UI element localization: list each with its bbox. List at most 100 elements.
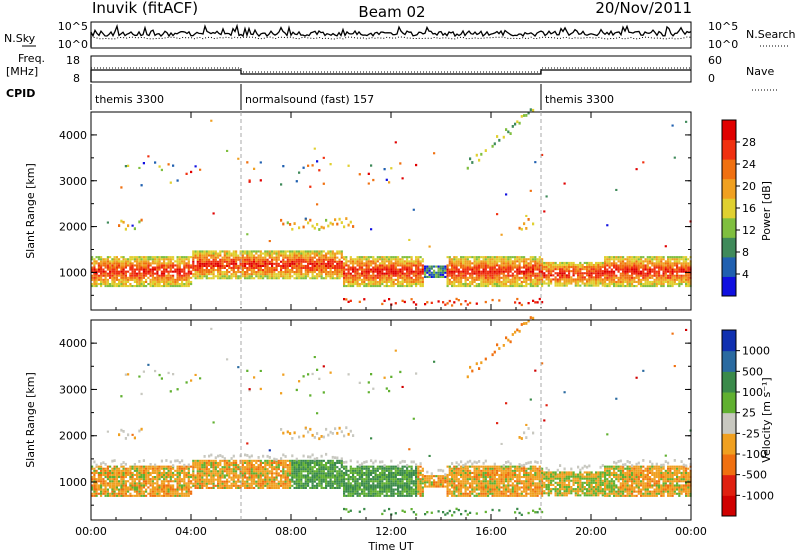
data-cell [123, 267, 125, 269]
data-cell [582, 268, 584, 270]
data-cell [357, 277, 359, 279]
data-cell [152, 489, 154, 491]
power-colorbar-label: Power [dB] [760, 181, 773, 241]
data-cell [233, 455, 235, 458]
data-cell [100, 264, 102, 266]
data-cell [525, 277, 527, 279]
data-cell [210, 277, 212, 279]
data-cell [100, 267, 102, 269]
data-cell [363, 279, 365, 281]
data-cell [120, 271, 122, 273]
data-cell [411, 271, 413, 273]
data-cell [123, 491, 125, 493]
data-cell [159, 262, 161, 264]
data-cell [492, 267, 494, 269]
data-cell [118, 472, 120, 474]
data-cell [622, 258, 624, 260]
data-cell [152, 273, 154, 275]
data-cell [411, 283, 413, 285]
data-cell [170, 478, 172, 480]
data-cell [318, 265, 320, 267]
data-cell [354, 281, 356, 283]
data-cell [222, 470, 224, 472]
data-cell [573, 278, 575, 280]
data-cell [136, 468, 138, 470]
data-cell [647, 264, 649, 266]
data-cell [674, 271, 676, 273]
data-cell [262, 479, 264, 481]
data-cell [505, 285, 507, 287]
data-cell [145, 264, 147, 266]
data-cell [352, 275, 354, 277]
data-cell [503, 267, 505, 269]
data-cell [161, 468, 163, 470]
data-cell [253, 470, 255, 472]
data-cell [602, 272, 604, 274]
data-cell [510, 285, 512, 287]
data-cell [276, 472, 278, 474]
data-cell [102, 279, 104, 281]
data-cell [584, 262, 586, 264]
data-cell [285, 483, 287, 485]
data-cell [665, 277, 667, 279]
data-cell [456, 281, 458, 283]
data-cell [660, 262, 662, 264]
data-cell [258, 464, 260, 466]
data-cell [345, 260, 347, 262]
data-cell [514, 279, 516, 281]
data-cell [145, 258, 147, 260]
data-cell [525, 260, 527, 262]
data-cell [550, 266, 552, 268]
data-cell [161, 285, 163, 287]
data-cell [116, 273, 118, 275]
data-cell [296, 271, 298, 273]
data-cell [96, 495, 98, 497]
data-cell [550, 278, 552, 280]
data-cell [309, 263, 311, 265]
data-cell [586, 285, 588, 287]
data-cell [660, 260, 662, 262]
data-cell [177, 267, 179, 269]
data-cell [267, 253, 269, 255]
data-cell [449, 264, 451, 266]
data-cell [489, 267, 491, 269]
data-cell [217, 277, 219, 279]
data-cell [525, 258, 527, 260]
data-cell [228, 275, 230, 277]
nave-tick-top: 60 [708, 54, 722, 67]
data-cell [573, 274, 575, 276]
data-cell [123, 281, 125, 283]
data-cell [120, 281, 122, 283]
data-cell [195, 374, 197, 376]
data-cell [458, 273, 460, 275]
data-cell [591, 274, 593, 276]
data-cell [514, 267, 516, 269]
data-cell [640, 279, 642, 281]
data-cell [204, 275, 206, 277]
data-cell [564, 276, 566, 278]
data-cell [105, 486, 107, 488]
data-cell [685, 267, 687, 269]
data-cell [168, 476, 170, 478]
data-cell [498, 299, 500, 301]
data-cell [321, 265, 323, 267]
data-cell [132, 495, 134, 497]
data-cell [186, 489, 188, 491]
data-cell [192, 470, 194, 472]
data-cell [492, 283, 494, 285]
data-cell [534, 264, 536, 266]
data-cell [163, 491, 165, 493]
colorbar-tick-label: 16 [742, 202, 756, 215]
data-cell [264, 253, 266, 255]
data-cell [588, 272, 590, 274]
data-cell [285, 474, 287, 476]
data-cell [593, 264, 595, 266]
data-cell [316, 263, 318, 265]
data-cell [105, 279, 107, 281]
data-cell [314, 277, 316, 279]
data-cell [316, 273, 318, 275]
data-cell [624, 258, 626, 260]
data-cell [188, 482, 190, 484]
data-cell [456, 269, 458, 271]
data-cell [249, 460, 251, 462]
